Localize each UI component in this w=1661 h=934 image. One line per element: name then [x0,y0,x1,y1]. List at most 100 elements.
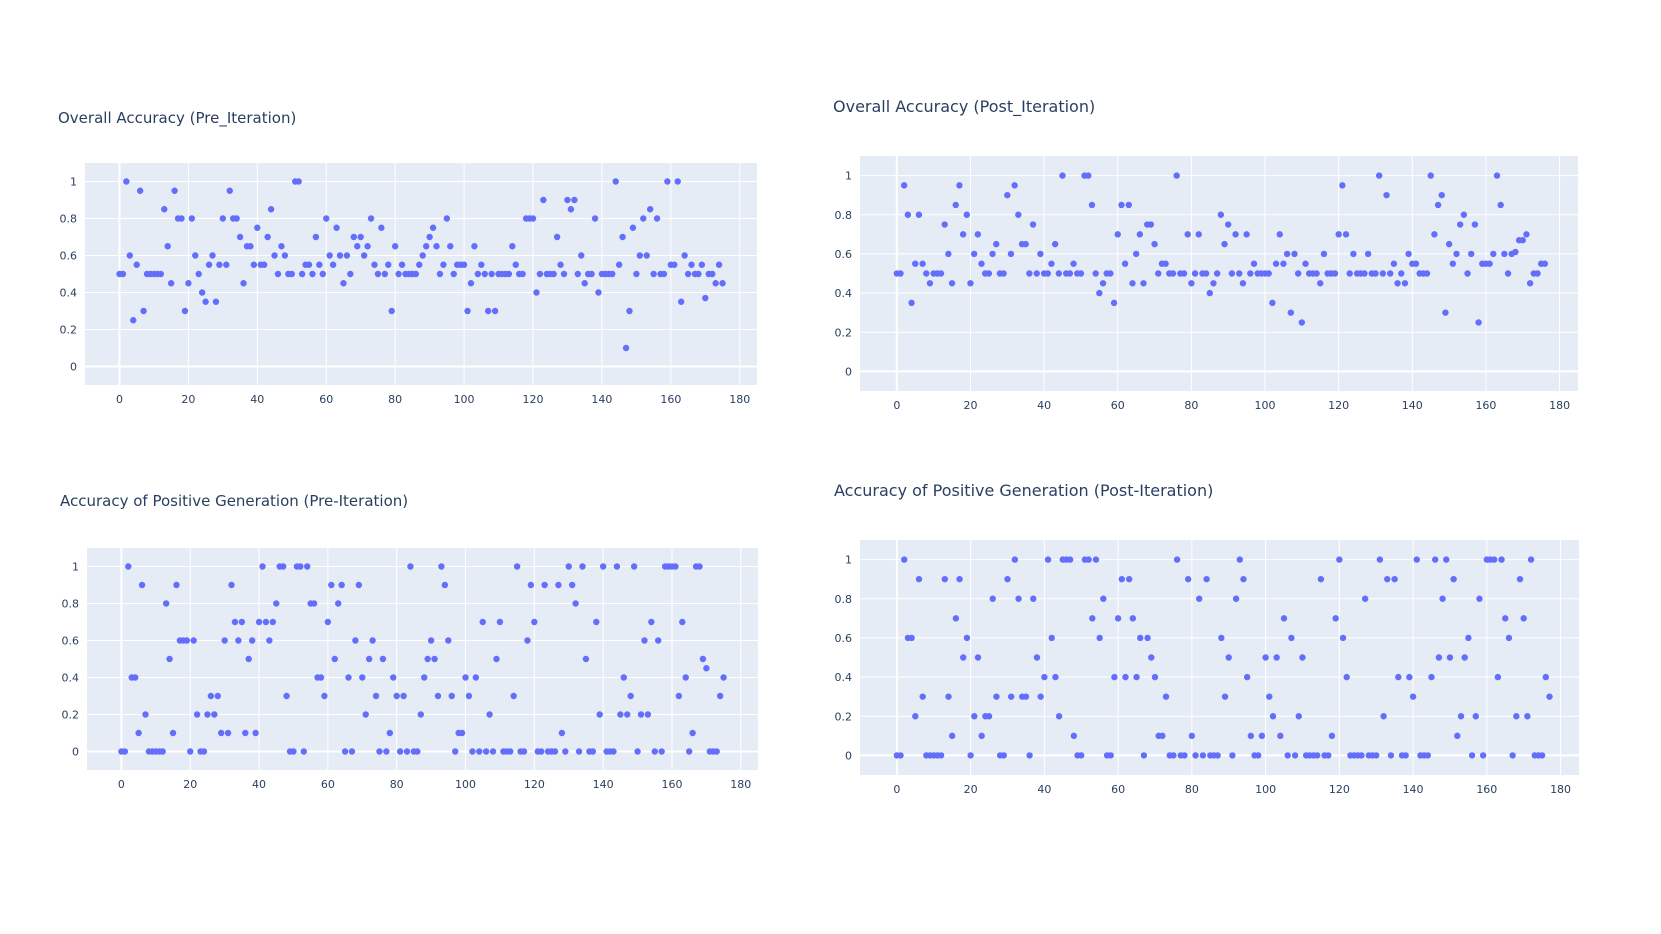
data-point [464,307,471,315]
data-point [434,692,442,700]
data-point [989,250,996,258]
data-point [612,178,619,185]
data-point [1375,172,1383,179]
data-point [167,280,175,287]
data-point [1206,289,1213,297]
data-point [967,752,974,759]
data-point [204,711,211,718]
data-point [1000,270,1007,277]
y-tick-label: 0.4 [62,672,80,685]
data-point [341,748,349,755]
data-point [993,240,1000,248]
data-point [629,224,637,231]
data-point [974,231,982,238]
x-tick-label: 140 [1402,399,1423,412]
data-point [1066,270,1074,277]
data-point [646,206,654,213]
data-point [1384,575,1391,583]
data-point [1221,693,1229,700]
x-tick-label: 120 [1328,399,1349,412]
data-point [1519,237,1526,244]
data-point [1513,713,1520,720]
subplot-overall-accuracy-post: 0 20 40 60 80 100 120 140 160 180 0 0.2 0.4 0.6 0.8 1 O… [833,97,1578,412]
data-point [1373,752,1380,759]
data-point [414,748,421,755]
data-point [1273,654,1280,661]
y-tick-label: 0.2 [835,710,853,723]
data-point [900,182,908,189]
data-point [1438,191,1445,199]
data-point [1099,280,1107,287]
data-point [1258,732,1266,740]
data-point [1439,595,1446,602]
data-point [1122,673,1129,681]
data-point [664,178,671,185]
data-point [450,270,457,278]
data-point [173,581,180,589]
data-point [1170,752,1177,759]
data-point [178,215,185,222]
data-point [1015,211,1022,218]
data-point [1202,270,1210,277]
data-point [703,665,710,672]
data-point [345,674,352,681]
x-tick-label: 40 [252,778,266,791]
data-point [278,243,285,250]
scatter-series [116,178,726,352]
data-point [218,729,225,737]
data-point [571,196,578,204]
data-point [682,674,689,681]
data-point [702,294,709,302]
data-point [226,187,233,194]
data-point [698,261,706,268]
data-point [324,618,332,626]
data-point [674,178,681,185]
data-point [985,270,993,277]
data-point [985,713,993,720]
data-point [524,637,531,644]
data-point [264,233,271,241]
data-point [1464,270,1471,277]
x-tick-label: 180 [1549,399,1570,412]
y-tick-label: 0.6 [835,632,853,645]
data-point [1041,673,1048,681]
data-point [1280,615,1288,622]
data-point [575,748,583,755]
data-point [1107,270,1114,277]
data-point [1066,556,1074,563]
data-point [948,280,956,287]
data-point [533,289,540,296]
data-point [482,748,490,755]
data-point [242,729,249,737]
data-point [1096,289,1103,297]
data-point [183,637,190,644]
data-point [1147,221,1155,228]
data-point [1114,231,1121,238]
data-point [1428,673,1435,681]
data-point [316,261,323,268]
y-tick-label: 0.2 [835,326,853,339]
data-point [371,261,378,268]
data-point [1523,231,1530,238]
data-point [1402,752,1409,759]
data-point [254,224,261,231]
data-point [1502,615,1509,622]
data-point [300,748,307,755]
data-point [290,748,297,755]
x-tick-label: 80 [1185,783,1199,796]
data-point [1490,556,1498,563]
data-point [1077,270,1085,277]
data-point [1449,260,1457,267]
data-point [919,693,926,700]
data-point [912,260,919,267]
data-point [317,674,325,681]
data-point [1465,634,1472,642]
data-point [1100,595,1107,602]
data-point [447,243,454,250]
subplot-title: Overall Accuracy (Post_Iteration) [833,97,1095,117]
data-point [1406,673,1413,681]
data-point [713,748,720,755]
data-point [1336,556,1343,563]
data-point [412,270,420,278]
